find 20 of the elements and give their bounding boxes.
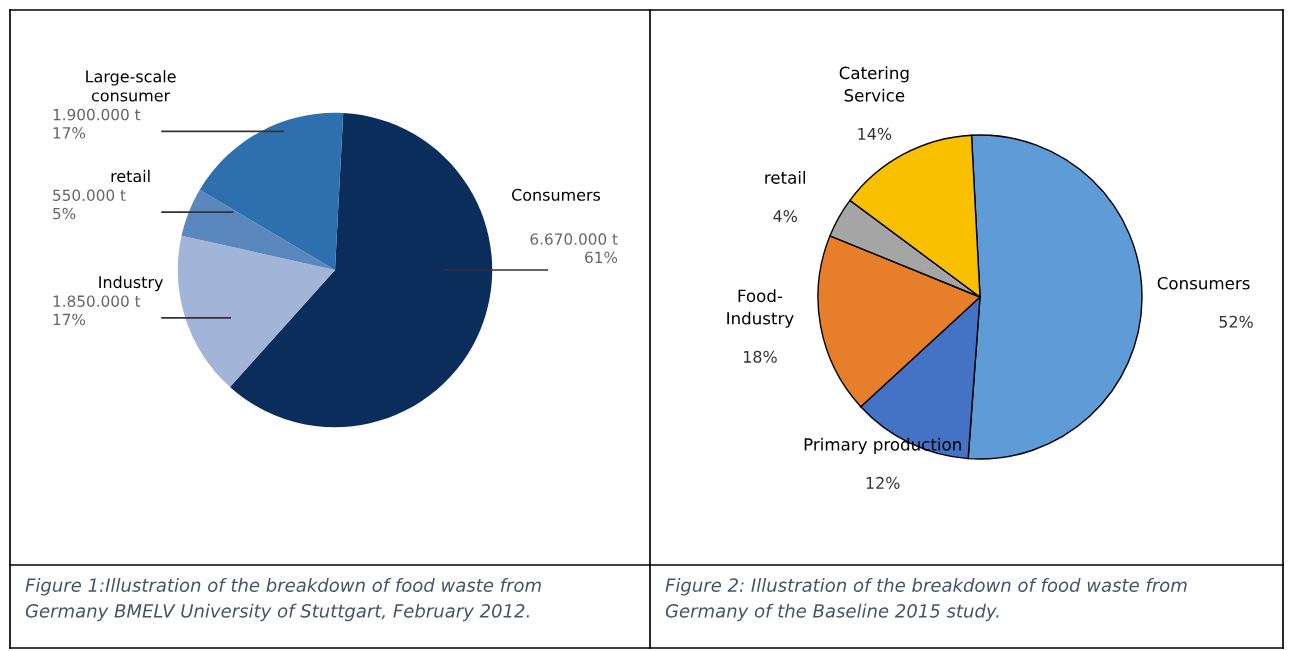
slice-label: Food-Industry [727, 289, 794, 328]
slice-label: Industry [99, 275, 163, 292]
slice-label: Consumers [512, 188, 601, 201]
slice-label: Primary production [804, 437, 961, 454]
slice-label: Consumers [1157, 276, 1250, 290]
caption: Figure 2: Illustration of the breakdown of food waste from Germany of the Baseline 2015 study. [665, 578, 1187, 622]
caption: Figure 1:Illustration of the breakdown of food waste from Germany BMELV University of Stuttgart, February 2012. [25, 578, 541, 622]
data-label: 4% [773, 210, 797, 223]
data-label: 550.000 t 5% [53, 189, 126, 220]
slice-label: retail [111, 169, 150, 183]
data-label: 6.670.000 t 61% [530, 233, 618, 264]
data-label: 1.850.000 t 17% [53, 295, 141, 326]
data-label: 14% [858, 127, 892, 140]
data-label: 1.900.000 t 17% [53, 108, 141, 139]
data-label: 52% [1219, 315, 1253, 328]
slice-label: Large-scale consumer [86, 70, 176, 102]
data-label: 18% [743, 350, 777, 363]
slice-label: Catering Service [839, 66, 909, 102]
slice-label: retail [765, 170, 806, 184]
data-label: 12% [866, 476, 900, 489]
